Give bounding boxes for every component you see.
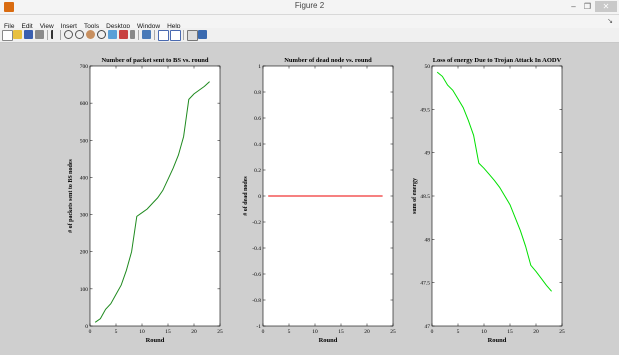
- plot-packets-sent: 0 5 10 15 20 25 0 100 200 300 400 500 600 700 Number o…: [68, 57, 223, 344]
- zoom-out-icon[interactable]: [75, 30, 84, 39]
- dock-figure-icon[interactable]: [198, 30, 207, 39]
- matlab-icon: [4, 2, 14, 12]
- y-tick-label: 48.5: [420, 194, 430, 200]
- x-tick-label: 20: [533, 329, 539, 335]
- brush-icon[interactable]: [119, 30, 128, 39]
- x-tick-label: 10: [139, 329, 145, 335]
- y-tick-label: 0: [85, 324, 88, 330]
- show-plot-tools-icon[interactable]: [187, 30, 198, 41]
- menu-help[interactable]: Help: [167, 23, 181, 30]
- pointer-icon[interactable]: [51, 30, 58, 39]
- menu-desktop[interactable]: Desktop: [106, 23, 130, 30]
- y-tick-label: 400: [80, 175, 89, 181]
- x-axis-label: Round: [488, 337, 507, 344]
- save-icon[interactable]: [24, 30, 33, 39]
- menu-insert[interactable]: Insert: [60, 23, 77, 30]
- y-tick-label: -0.2: [252, 220, 261, 226]
- x-tick-label: 5: [115, 329, 118, 335]
- title-bar: Figure 2 – ❐ ✕: [0, 0, 619, 15]
- chart-title: Number of packet sent to BS vs. round: [101, 57, 208, 64]
- y-tick-label: 300: [80, 213, 89, 219]
- x-tick-label: 25: [559, 329, 565, 335]
- y-tick-label: 700: [80, 64, 89, 70]
- chart-title: Loss of energy Due to Trojan Attack In A…: [433, 57, 562, 64]
- menu-file[interactable]: File: [4, 23, 15, 30]
- y-tick-label: 1: [258, 64, 261, 70]
- y-tick-label: 47.5: [420, 281, 430, 287]
- open-file-icon[interactable]: [13, 30, 22, 39]
- y-tick-label: -1: [256, 324, 261, 330]
- menu-overflow-icon[interactable]: ↘: [607, 18, 613, 25]
- y-tick-label: 0.8: [254, 90, 261, 96]
- x-tick-label: 10: [481, 329, 487, 335]
- rotate-icon[interactable]: [97, 30, 106, 39]
- y-tick-label: 48: [425, 237, 431, 243]
- y-tick-label: 600: [80, 101, 89, 107]
- menu-bar: File Edit View Insert Tools Desktop Window Help…: [0, 15, 619, 30]
- menu-view[interactable]: View: [39, 23, 54, 30]
- y-tick-label: 500: [80, 138, 89, 144]
- x-tick-label: 0: [262, 329, 265, 335]
- window-title: Figure 2: [294, 1, 325, 10]
- new-figure-icon[interactable]: [2, 30, 13, 41]
- plot-dead-nodes: 0 5 10 15 20 25 -1 -0.8 -0.6 -0.4 -0.2 0 0.2 0.4 0.6 0.…: [243, 57, 396, 344]
- x-tick-label: 10: [312, 329, 318, 335]
- y-axis-label: # of packets sent to BS nodes: [68, 159, 74, 233]
- x-tick-label: 15: [507, 329, 513, 335]
- data-cursor-icon[interactable]: [108, 30, 117, 39]
- x-tick-label: 0: [89, 329, 92, 335]
- x-tick-label: 0: [431, 329, 434, 335]
- close-button[interactable]: ✕: [595, 1, 617, 12]
- y-axis-label: sum of energy: [412, 178, 418, 214]
- y-axis-label: # of dead nodes: [243, 176, 249, 216]
- print-icon[interactable]: [35, 30, 44, 39]
- menu-tools[interactable]: Tools: [83, 23, 100, 30]
- menu-edit[interactable]: Edit: [21, 23, 33, 30]
- maximize-button[interactable]: ❐: [583, 2, 592, 11]
- menu-window[interactable]: Window: [136, 23, 161, 30]
- axes-box: [431, 65, 563, 327]
- x-tick-label: 25: [390, 329, 396, 335]
- zoom-in-icon[interactable]: [64, 30, 73, 39]
- x-tick-label: 15: [338, 329, 344, 335]
- colorbar-icon[interactable]: [142, 30, 151, 39]
- y-tick-label: 0: [258, 194, 261, 200]
- minimize-button[interactable]: –: [571, 2, 576, 11]
- x-tick-label: 20: [364, 329, 370, 335]
- x-tick-label: 15: [165, 329, 171, 335]
- x-tick-label: 5: [288, 329, 291, 335]
- y-tick-label: -0.8: [252, 298, 261, 304]
- hide-plot-tools-icon[interactable]: [170, 30, 181, 41]
- y-tick-label: 0.2: [254, 168, 261, 174]
- x-tick-label: 20: [191, 329, 197, 335]
- y-tick-label: -0.4: [252, 246, 261, 252]
- x-axis-label: Round: [319, 337, 338, 344]
- pan-icon[interactable]: [86, 30, 95, 39]
- y-tick-label: 47: [425, 324, 431, 330]
- x-tick-label: 5: [457, 329, 460, 335]
- series-line: [436, 71, 552, 292]
- y-tick-label: 0.6: [254, 116, 261, 122]
- y-tick-label: -0.6: [252, 272, 261, 278]
- series-line: [94, 81, 210, 323]
- toolbar: [0, 28, 619, 43]
- x-axis-label: Round: [146, 337, 165, 344]
- y-tick-label: 100: [80, 287, 89, 293]
- x-tick-label: 25: [217, 329, 223, 335]
- y-tick-label: 0.4: [254, 142, 261, 148]
- y-tick-label: 50: [425, 64, 431, 70]
- y-tick-label: 49: [425, 151, 431, 157]
- legend-icon[interactable]: [158, 30, 169, 41]
- y-tick-label: 49.5: [420, 107, 430, 113]
- link-icon[interactable]: [130, 30, 135, 39]
- y-tick-label: 200: [80, 250, 89, 256]
- axes-box: [89, 65, 221, 327]
- chart-title: Number of dead node vs. round: [284, 57, 372, 64]
